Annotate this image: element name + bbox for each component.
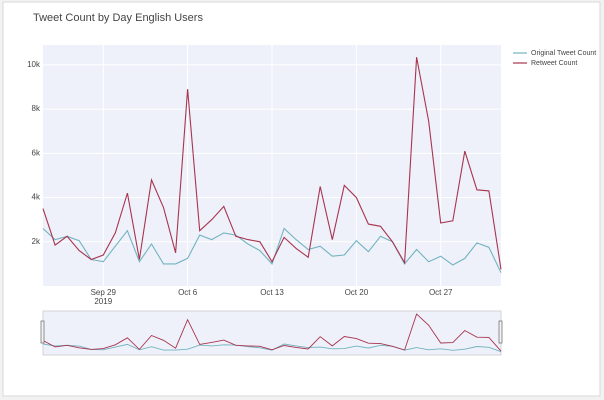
range-slider <box>42 310 502 356</box>
line <box>42 57 502 270</box>
y-tick-label: 2k <box>32 237 41 246</box>
legend-label: Original Tweet Count <box>531 50 596 57</box>
y-tick-label: 4k <box>32 193 41 202</box>
x-tick-label: Oct 27 <box>429 288 453 297</box>
y-tick-label: 6k <box>32 148 41 157</box>
x-tick-label: Oct 20 <box>345 288 369 297</box>
x-tick-label: Sep 29 <box>91 288 117 297</box>
slider-handle <box>498 320 503 344</box>
chart-title: Tweet Count by Day English Users <box>33 12 203 24</box>
y-tick-label: 10k <box>27 60 41 69</box>
x-tick-label: Oct 6 <box>178 288 198 297</box>
slider-line <box>42 313 502 352</box>
slider-handle <box>40 320 45 344</box>
line <box>42 227 502 273</box>
x-tick-label: Oct 13 <box>260 288 284 297</box>
y-tick-label: 8k <box>32 104 41 113</box>
legend-label: Retweet Count <box>531 60 577 67</box>
x-year-label: 2019 <box>94 297 112 306</box>
